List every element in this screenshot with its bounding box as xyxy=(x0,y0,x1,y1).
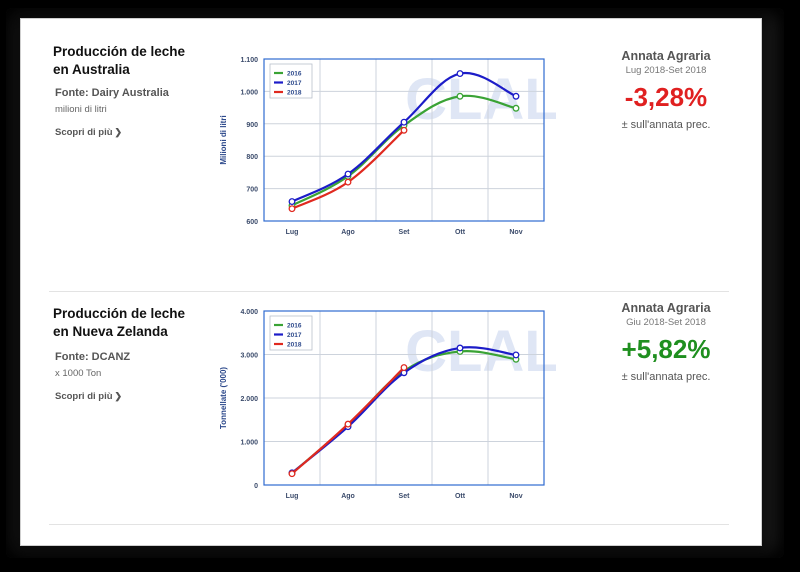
annata-period: Lug 2018-Set 2018 xyxy=(625,65,707,76)
annata-note: ± sull'annata prec. xyxy=(621,371,711,383)
x-tick-label: Ott xyxy=(455,229,466,236)
data-point-2018 xyxy=(288,205,296,213)
legend-label: 2017 xyxy=(287,332,302,339)
y-tick-label: 1.100 xyxy=(240,57,258,64)
discover-more-label: Scopri di più xyxy=(55,127,113,138)
x-tick-label: Nov xyxy=(509,229,522,236)
plot-border xyxy=(263,58,545,222)
annata-value: +5,82% xyxy=(621,334,711,364)
source-label: Fonte: Dairy Australia xyxy=(55,87,169,99)
annata-note: ± sull'annata prec. xyxy=(621,119,711,131)
y-tick-label: 4.000 xyxy=(240,309,258,316)
data-point-2018 xyxy=(400,364,408,372)
y-tick-label: 900 xyxy=(246,122,258,129)
x-tick-label: Nov xyxy=(509,493,522,500)
data-point-2017 xyxy=(400,118,408,126)
section-title: Producción de leche en Nueva Zelanda xyxy=(53,306,186,339)
x-tick-label: Lug xyxy=(286,493,299,500)
chevron-right-icon: ❯ xyxy=(114,391,123,401)
y-tick-label: 800 xyxy=(246,154,258,161)
chevron-right-icon: ❯ xyxy=(114,127,123,137)
watermark-text: CLAL xyxy=(405,67,556,132)
data-point-2017 xyxy=(512,351,520,359)
section-divider xyxy=(49,524,729,525)
x-tick-label: Set xyxy=(399,229,411,236)
data-point-2018 xyxy=(400,126,408,134)
section-title: Producción de leche en Australia xyxy=(53,44,186,77)
data-point-2017 xyxy=(288,198,296,206)
chart-section-australia: Producción de leche en Australia Fonte: … xyxy=(21,19,761,279)
y-tick-label: 1.000 xyxy=(240,89,258,96)
discover-more-label: Scopri di più xyxy=(55,391,113,402)
dashboard-panel: Producción de leche en Australia Fonte: … xyxy=(20,18,762,546)
x-tick-label: Lug xyxy=(286,229,299,236)
discover-more-link[interactable]: Scopri di più ❯ xyxy=(55,391,122,402)
line-chart-australia: CLAL 600 700 800 900 1.000 1.100 Lug Ago Set Ott No… xyxy=(219,57,556,236)
x-tick-label: Set xyxy=(399,493,411,500)
legend-label: 2016 xyxy=(287,71,302,78)
data-point-2018 xyxy=(288,470,296,478)
legend-label: 2016 xyxy=(287,323,302,330)
y-tick-label: 600 xyxy=(246,219,258,226)
section-divider xyxy=(49,291,729,292)
data-point-2016 xyxy=(456,92,464,100)
annata-summary: Annata Agraria Giu 2018-Set 2018 +5,82% … xyxy=(581,301,751,383)
data-point-2017 xyxy=(456,344,464,352)
annata-period: Giu 2018-Set 2018 xyxy=(626,317,706,328)
data-point-2017 xyxy=(456,70,464,78)
plot-border xyxy=(263,310,545,486)
x-tick-label: Ago xyxy=(341,493,355,500)
data-point-2016 xyxy=(512,104,520,112)
y-tick-label: 700 xyxy=(246,187,258,194)
x-tick-label: Ott xyxy=(455,493,466,500)
annata-value: -3,28% xyxy=(624,82,708,112)
y-axis-label: Tonnellate ('000) xyxy=(219,367,228,430)
annata-title: Annata Agraria xyxy=(621,301,711,315)
discover-more-link[interactable]: Scopri di più ❯ xyxy=(55,127,122,138)
annata-title: Annata Agraria xyxy=(621,49,711,63)
y-tick-label: 3.000 xyxy=(240,353,258,360)
unit-label: x 1000 Ton xyxy=(55,368,102,379)
y-tick-label: 2.000 xyxy=(240,396,258,403)
legend-label: 2017 xyxy=(287,80,302,87)
data-point-2018 xyxy=(344,420,352,428)
source-label: Fonte: DCANZ xyxy=(55,351,131,363)
legend-label: 2018 xyxy=(287,90,302,97)
data-point-2017 xyxy=(344,170,352,178)
x-tick-label: Ago xyxy=(341,229,355,236)
y-tick-label: 0 xyxy=(254,483,258,490)
chart-section-nueva-zelanda: Producción de leche en Nueva Zelanda Fon… xyxy=(21,291,761,551)
y-axis-label: Milioni di litri xyxy=(219,115,228,164)
legend-label: 2018 xyxy=(287,342,302,349)
annata-summary: Annata Agraria Lug 2018-Set 2018 -3,28% … xyxy=(581,49,751,131)
series-line-2018 xyxy=(291,366,405,475)
unit-label: milioni di litri xyxy=(55,104,107,115)
data-point-2018 xyxy=(344,178,352,186)
data-point-2017 xyxy=(512,92,520,100)
y-tick-label: 1.000 xyxy=(240,440,258,447)
